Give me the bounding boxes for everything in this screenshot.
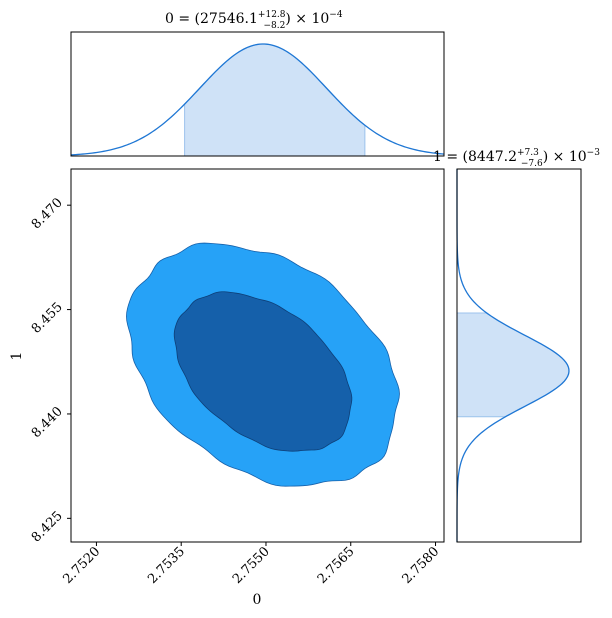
x-tick-label: 2.7550 — [230, 544, 273, 587]
joint-frame — [70, 168, 445, 543]
marginal-x-title: 0 = (27546.1+12.8 −8.2) × 10−4 — [165, 10, 343, 31]
x-tick-label: 2.7565 — [315, 544, 358, 587]
y-tick-label: 8.425 — [29, 509, 66, 546]
x-axis-ticks: 2.7520 2.7535 2.7550 2.7565 2.7580 — [60, 542, 442, 587]
marginal-y-title: 1 = (8447.2+7.3 −7.6) × 10−3 — [433, 148, 600, 169]
marginal-y-frame — [456, 168, 582, 543]
y-tick-label: 8.470 — [29, 195, 66, 232]
y-tick-label: 8.440 — [29, 404, 66, 441]
marginal-x-panel — [70, 31, 445, 157]
y-tick-label: 8.455 — [29, 300, 66, 337]
x-tick-label: 2.7535 — [145, 544, 188, 587]
y-axis-ticks: 8.425 8.440 8.455 8.470 — [29, 195, 71, 545]
x-axis-label: 0 — [253, 592, 262, 608]
x-tick-label: 2.7580 — [400, 544, 443, 587]
joint-panel: 2.7520 2.7535 2.7550 2.7565 2.7580 8.425 8.44… — [29, 168, 445, 587]
marginal-x-density-line — [70, 43, 445, 156]
marginal-x-frame — [70, 31, 445, 157]
marginal-y-panel — [456, 168, 582, 543]
x-tick-label: 2.7520 — [60, 544, 103, 587]
y-axis-label: 1 — [9, 352, 25, 361]
inner-contour — [173, 291, 353, 452]
